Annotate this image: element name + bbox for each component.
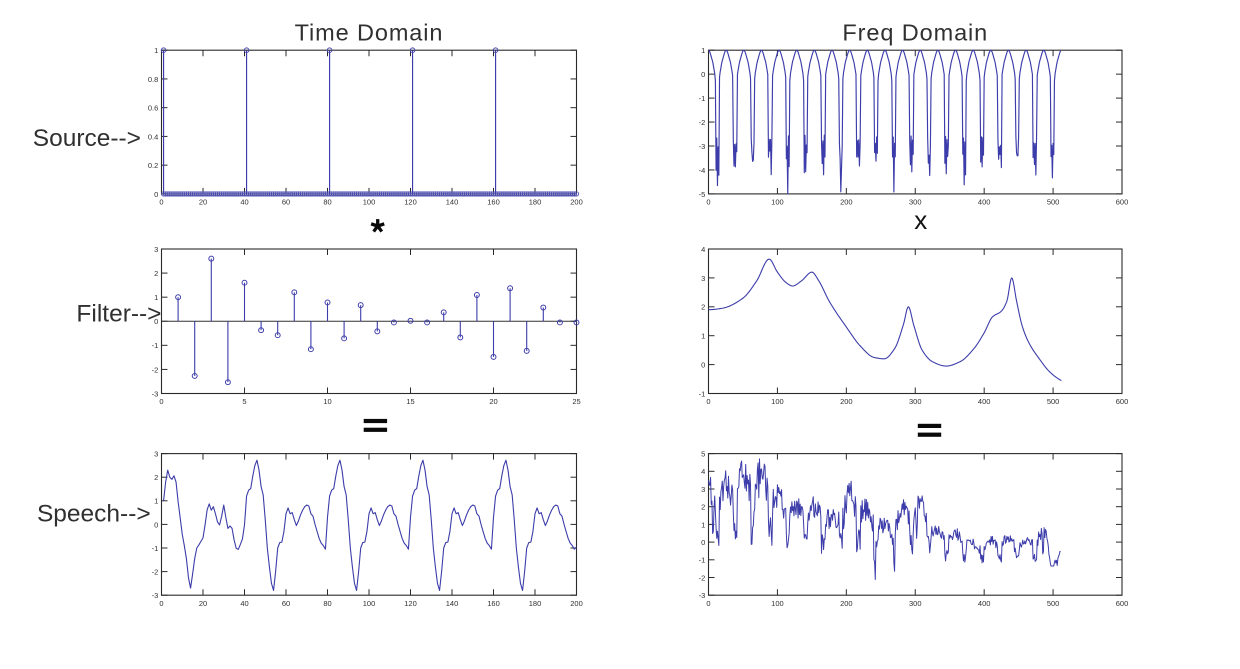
svg-text:500: 500: [1047, 397, 1060, 406]
svg-text:10: 10: [323, 397, 331, 406]
svg-text:0: 0: [706, 397, 710, 406]
svg-text:5: 5: [242, 397, 246, 406]
svg-text:1: 1: [154, 46, 158, 55]
svg-text:0: 0: [159, 599, 163, 608]
svg-text:Source-->: Source-->: [33, 125, 141, 152]
svg-text:1: 1: [154, 497, 158, 506]
svg-text:1: 1: [701, 520, 705, 529]
svg-text:40: 40: [240, 198, 248, 207]
svg-text:500: 500: [1047, 198, 1060, 207]
svg-text:0: 0: [701, 538, 705, 547]
svg-text:80: 80: [323, 599, 331, 608]
svg-text:-3: -3: [152, 591, 159, 600]
svg-text:0.2: 0.2: [148, 161, 158, 170]
svg-text:300: 300: [909, 397, 922, 406]
svg-text:80: 80: [323, 198, 331, 207]
svg-text:Filter-->: Filter-->: [76, 300, 161, 327]
svg-text:3: 3: [701, 485, 705, 494]
svg-text:200: 200: [840, 599, 853, 608]
svg-text:120: 120: [404, 599, 417, 608]
svg-text:-1: -1: [699, 556, 706, 565]
svg-text:140: 140: [446, 198, 459, 207]
svg-text:600: 600: [1116, 599, 1129, 608]
svg-text:Time Domain: Time Domain: [295, 19, 444, 45]
svg-text:4: 4: [701, 467, 705, 476]
svg-text:3: 3: [154, 245, 158, 254]
svg-text:500: 500: [1047, 599, 1060, 608]
svg-text:15: 15: [406, 397, 414, 406]
svg-text:600: 600: [1116, 397, 1129, 406]
svg-text:0: 0: [701, 361, 705, 370]
svg-text:200: 200: [570, 198, 583, 207]
svg-text:0: 0: [154, 520, 158, 529]
svg-text:0: 0: [154, 317, 158, 326]
svg-text:0: 0: [159, 198, 163, 207]
svg-text:100: 100: [771, 397, 784, 406]
svg-text:20: 20: [199, 599, 207, 608]
svg-text:Speech-->: Speech-->: [37, 501, 151, 528]
svg-text:Freq Domain: Freq Domain: [842, 19, 988, 45]
svg-text:-1: -1: [152, 544, 159, 553]
svg-text:200: 200: [840, 198, 853, 207]
svg-text:0.4: 0.4: [148, 132, 158, 141]
svg-text:60: 60: [282, 599, 290, 608]
svg-text:1: 1: [701, 332, 705, 341]
svg-text:180: 180: [529, 599, 542, 608]
svg-text:0.8: 0.8: [148, 75, 158, 84]
svg-text:-2: -2: [699, 118, 706, 127]
svg-text:25: 25: [572, 397, 580, 406]
svg-text:200: 200: [570, 599, 583, 608]
svg-text:160: 160: [487, 198, 500, 207]
svg-text:400: 400: [978, 599, 991, 608]
svg-text:0: 0: [706, 198, 710, 207]
svg-text:20: 20: [199, 198, 207, 207]
svg-text:100: 100: [363, 599, 376, 608]
svg-text:-2: -2: [152, 568, 159, 577]
svg-text:0: 0: [154, 190, 158, 199]
svg-text:20: 20: [489, 397, 497, 406]
svg-text:1: 1: [701, 46, 705, 55]
svg-text:2: 2: [154, 269, 158, 278]
svg-text:2: 2: [154, 473, 158, 482]
svg-text:-4: -4: [699, 166, 706, 175]
svg-text:400: 400: [978, 198, 991, 207]
svg-text:40: 40: [240, 599, 248, 608]
svg-text:-5: -5: [699, 190, 706, 199]
svg-text:-3: -3: [699, 142, 706, 151]
svg-text:0.6: 0.6: [148, 104, 158, 113]
svg-text:5: 5: [701, 450, 705, 459]
svg-text:140: 140: [446, 599, 459, 608]
svg-text:300: 300: [909, 599, 922, 608]
svg-text:60: 60: [282, 198, 290, 207]
svg-text:0: 0: [706, 599, 710, 608]
svg-text:2: 2: [701, 303, 705, 312]
svg-text:-2: -2: [152, 365, 159, 374]
svg-text:3: 3: [154, 450, 158, 459]
svg-text:0: 0: [159, 397, 163, 406]
svg-text:-3: -3: [699, 591, 706, 600]
svg-text:600: 600: [1116, 198, 1129, 207]
svg-text:4: 4: [701, 245, 705, 254]
svg-text:3: 3: [701, 274, 705, 283]
svg-text:100: 100: [363, 198, 376, 207]
svg-text:1: 1: [154, 293, 158, 302]
svg-text:400: 400: [978, 397, 991, 406]
svg-text:2: 2: [701, 503, 705, 512]
svg-text:120: 120: [404, 198, 417, 207]
svg-text:200: 200: [840, 397, 853, 406]
svg-text:-2: -2: [699, 573, 706, 582]
svg-text:x: x: [914, 205, 927, 235]
svg-text:100: 100: [771, 198, 784, 207]
svg-text:-3: -3: [152, 389, 159, 398]
svg-text:180: 180: [529, 198, 542, 207]
svg-text:-1: -1: [699, 389, 706, 398]
svg-text:-1: -1: [699, 94, 706, 103]
svg-text:300: 300: [909, 198, 922, 207]
svg-text:-1: -1: [152, 341, 159, 350]
svg-text:100: 100: [771, 599, 784, 608]
svg-text:160: 160: [487, 599, 500, 608]
svg-text:0: 0: [701, 70, 705, 79]
